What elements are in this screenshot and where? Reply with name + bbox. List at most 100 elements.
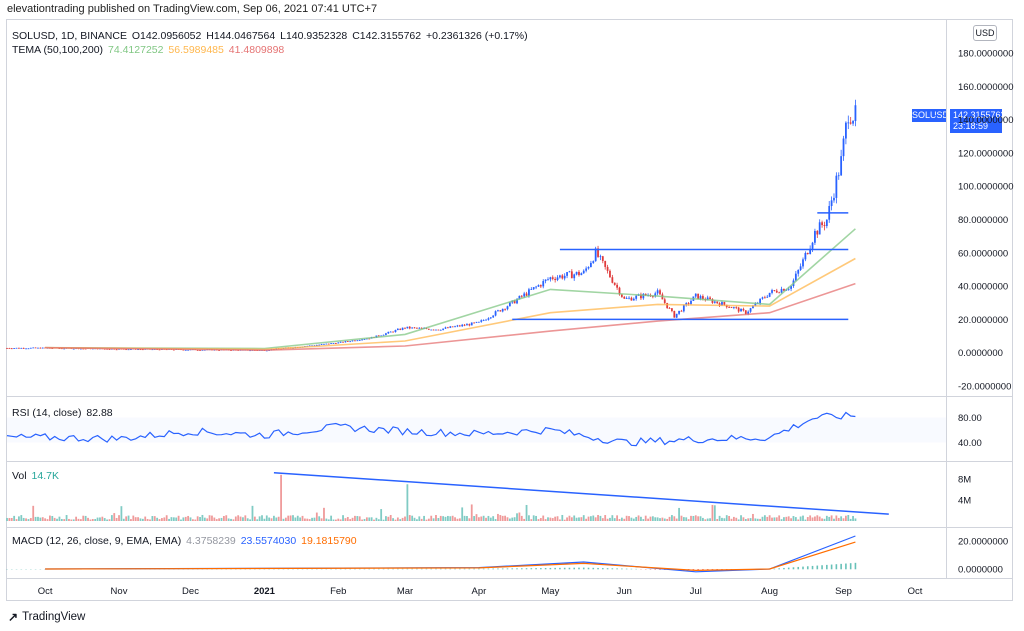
volume-bar bbox=[208, 515, 211, 521]
macd-histogram-bar bbox=[430, 568, 433, 570]
volume-bar bbox=[158, 519, 161, 521]
volume-bar bbox=[680, 515, 683, 521]
candle bbox=[477, 321, 480, 323]
candle bbox=[125, 349, 128, 351]
volume-bar bbox=[130, 519, 132, 521]
volume-bar bbox=[692, 515, 695, 521]
volume-bar bbox=[589, 516, 592, 521]
candle bbox=[721, 302, 723, 306]
volume-bar bbox=[44, 518, 47, 521]
volume-bar bbox=[13, 515, 16, 521]
candle bbox=[675, 313, 678, 318]
volume-bar bbox=[675, 518, 678, 521]
volume-bar bbox=[401, 517, 404, 521]
volume-bar bbox=[10, 518, 13, 521]
candle bbox=[308, 345, 311, 347]
time-tick-label: Apr bbox=[471, 586, 486, 597]
currency-button[interactable]: USD bbox=[973, 25, 997, 41]
candle bbox=[451, 326, 454, 328]
volume-bar bbox=[711, 504, 714, 521]
volume-bar bbox=[740, 515, 742, 521]
volume-bar bbox=[516, 513, 518, 521]
candle bbox=[334, 343, 337, 345]
macd-histogram-bar bbox=[592, 567, 595, 570]
rsi-tick-label: 80.00 bbox=[958, 413, 982, 424]
candle bbox=[108, 349, 111, 350]
macd-histogram-bar bbox=[487, 568, 490, 570]
candle bbox=[728, 307, 731, 308]
volume-bar bbox=[125, 516, 128, 521]
volume-bar bbox=[201, 514, 204, 521]
volume-bar bbox=[606, 518, 609, 521]
volume-bar bbox=[399, 519, 402, 521]
candle bbox=[709, 297, 711, 300]
volume-bar bbox=[671, 515, 673, 521]
candle bbox=[580, 273, 583, 276]
volume-bar bbox=[754, 518, 757, 521]
macd-histogram-bar bbox=[849, 563, 852, 570]
candle bbox=[744, 310, 747, 315]
volume-bar bbox=[330, 515, 333, 521]
rsi-tick-label: 40.00 bbox=[958, 438, 982, 449]
macd-histogram-bar bbox=[830, 564, 833, 570]
volume-bar bbox=[87, 517, 89, 521]
volume-bar bbox=[153, 516, 156, 521]
volume-bar bbox=[744, 519, 747, 521]
candle bbox=[461, 324, 464, 327]
candle bbox=[411, 327, 414, 329]
rsi-label[interactable]: RSI (14, close) bbox=[12, 407, 82, 419]
volume-bar bbox=[854, 518, 857, 521]
brand-name: TradingView bbox=[22, 611, 86, 623]
volume-bar bbox=[418, 516, 421, 521]
volume-bar bbox=[218, 518, 221, 521]
tradingview-logo[interactable]: ↗ TradingView bbox=[8, 610, 85, 624]
volume-bar bbox=[58, 516, 61, 521]
macd-histogram-bar bbox=[573, 567, 576, 570]
volume-bar bbox=[580, 517, 583, 521]
candle bbox=[339, 341, 342, 343]
macd-histogram-bar bbox=[659, 569, 661, 570]
volume-bar bbox=[122, 518, 125, 521]
volume-bar bbox=[435, 515, 437, 521]
volume-bar bbox=[194, 519, 197, 521]
volume-bar bbox=[532, 515, 535, 521]
volume-bar bbox=[368, 517, 371, 521]
candle bbox=[752, 306, 754, 309]
macd-label[interactable]: MACD (12, 26, close, 9, EMA, EMA) bbox=[12, 535, 182, 547]
macd-histogram-bar bbox=[535, 568, 537, 570]
volume-bar bbox=[747, 518, 750, 521]
tema-header: TEMA (50,100,200) 74.4127252 56.5989485 … bbox=[12, 44, 286, 56]
volume-bar bbox=[814, 516, 816, 521]
macd-histogram-bar bbox=[787, 567, 790, 570]
volume-bar bbox=[601, 518, 604, 521]
candle bbox=[585, 268, 588, 271]
macd-histogram-bar bbox=[649, 569, 652, 570]
tema-label[interactable]: TEMA (50,100,200) bbox=[12, 44, 104, 56]
volume-bar bbox=[790, 518, 792, 521]
tema-line bbox=[45, 257, 856, 351]
signal-value: 19.1815790 bbox=[301, 535, 357, 547]
volume-bar bbox=[713, 505, 716, 521]
volume-bar bbox=[232, 519, 235, 521]
candle bbox=[680, 310, 683, 312]
candle bbox=[351, 340, 354, 342]
volume-bar bbox=[144, 516, 147, 521]
macd-histogram-bar bbox=[540, 568, 542, 570]
candle bbox=[842, 138, 845, 157]
candle bbox=[673, 310, 676, 318]
candle bbox=[158, 349, 161, 351]
volume-label[interactable]: Vol bbox=[12, 470, 27, 482]
volume-bar bbox=[847, 515, 850, 521]
symbol-label[interactable]: SOLUSD, 1D, BINANCE bbox=[12, 30, 127, 42]
time-tick-label: Oct bbox=[38, 586, 53, 597]
signal-line bbox=[45, 541, 856, 572]
candle bbox=[130, 349, 132, 351]
macd-histogram-bar bbox=[840, 563, 842, 570]
volume-bar bbox=[318, 516, 321, 521]
macd-histogram-bar bbox=[501, 568, 504, 570]
volume-bar bbox=[632, 518, 635, 521]
volume-bar bbox=[161, 518, 163, 521]
candle bbox=[361, 339, 364, 341]
candle bbox=[516, 299, 518, 304]
